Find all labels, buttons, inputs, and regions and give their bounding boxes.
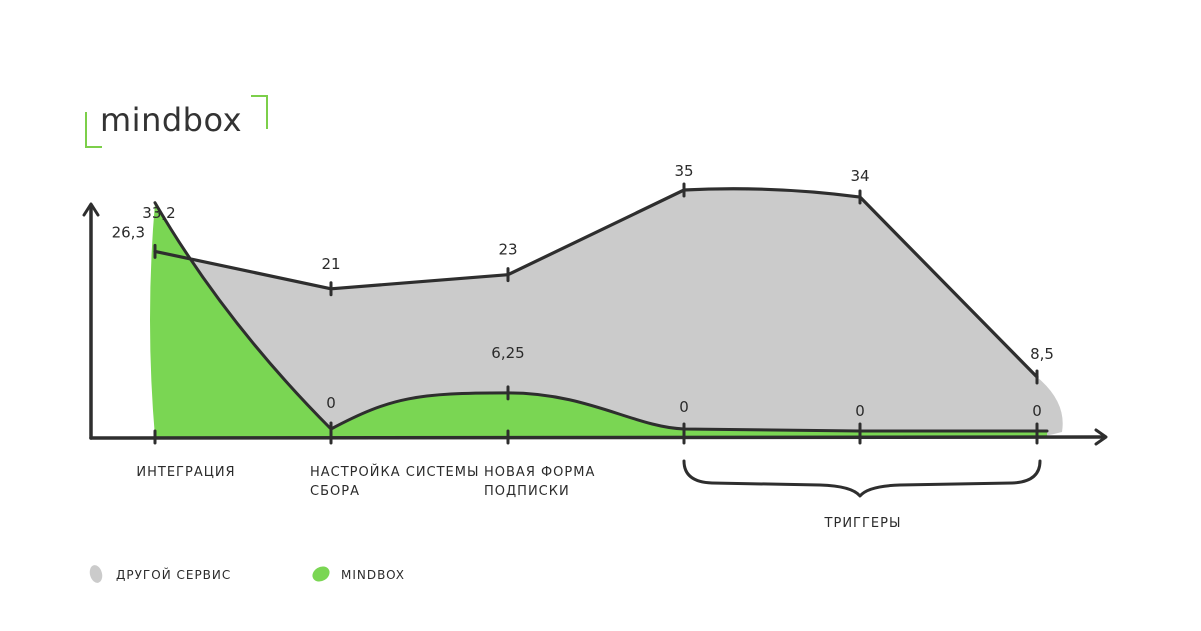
mindbox-area [150, 202, 1047, 437]
mindbox-value-label-1: 0 [326, 394, 336, 412]
mindbox-value-label-0: 33,2 [142, 204, 175, 222]
category-label-subscription-form: НОВАЯ ФОРМА ПОДПИСКИ [484, 465, 601, 499]
mindbox-logo: mindbox [85, 95, 268, 148]
triggers-label: ТРИГГЕРЫ [824, 516, 902, 531]
other-service-value-label-1: 21 [321, 255, 340, 273]
other-service-value-label-2: 23 [498, 241, 517, 259]
mindbox-value-label-2: 6,25 [491, 344, 524, 362]
y-axis-arrow [82, 202, 100, 217]
y-axis [82, 202, 100, 440]
other-service-area [155, 188, 1063, 438]
x-axis-arrow [1094, 428, 1108, 446]
other-service-value-label-0: 26,3 [112, 223, 145, 241]
triggers-brace [682, 459, 1042, 498]
chart-marks: 26,3 21 23 35 34 8,5 33,2 0 6,25 0 0 0 [112, 162, 1054, 445]
legend-swatch-other-service [89, 565, 103, 583]
mindbox-value-label-3: 0 [679, 398, 689, 416]
mindbox-line [153, 201, 1049, 433]
x-axis [89, 428, 1108, 446]
other-service-value-label-5: 8,5 [1030, 345, 1054, 363]
other-service-value-label-3: 35 [674, 162, 693, 180]
category-label-collection-setup: НАСТРОЙКА СИСТЕМЫ СБОРА [310, 464, 485, 499]
mindbox-value-label-4: 0 [855, 402, 865, 420]
mindbox-value-label-5: 0 [1032, 402, 1042, 420]
other-service-value-label-4: 34 [850, 167, 869, 185]
legend-label-mindbox: MINDBOX [341, 568, 405, 582]
category-labels: ИНТЕГРАЦИЯ НАСТРОЙКА СИСТЕМЫ СБОРА НОВАЯ… [136, 464, 601, 499]
legend-label-other-service: ДРУГОЙ СЕРВИС [116, 567, 231, 582]
category-label-integration: ИНТЕГРАЦИЯ [136, 465, 235, 480]
triggers-group: ТРИГГЕРЫ [682, 459, 1042, 531]
logo-text: mindbox [100, 101, 242, 139]
legend: ДРУГОЙ СЕРВИС MINDBOX [89, 565, 405, 583]
legend-swatch-mindbox [312, 566, 330, 582]
logo-bracket-left [85, 112, 102, 148]
logo-bracket-right [251, 95, 268, 129]
legend-item-mindbox: MINDBOX [312, 566, 405, 582]
legend-item-other-service: ДРУГОЙ СЕРВИС [89, 565, 231, 583]
